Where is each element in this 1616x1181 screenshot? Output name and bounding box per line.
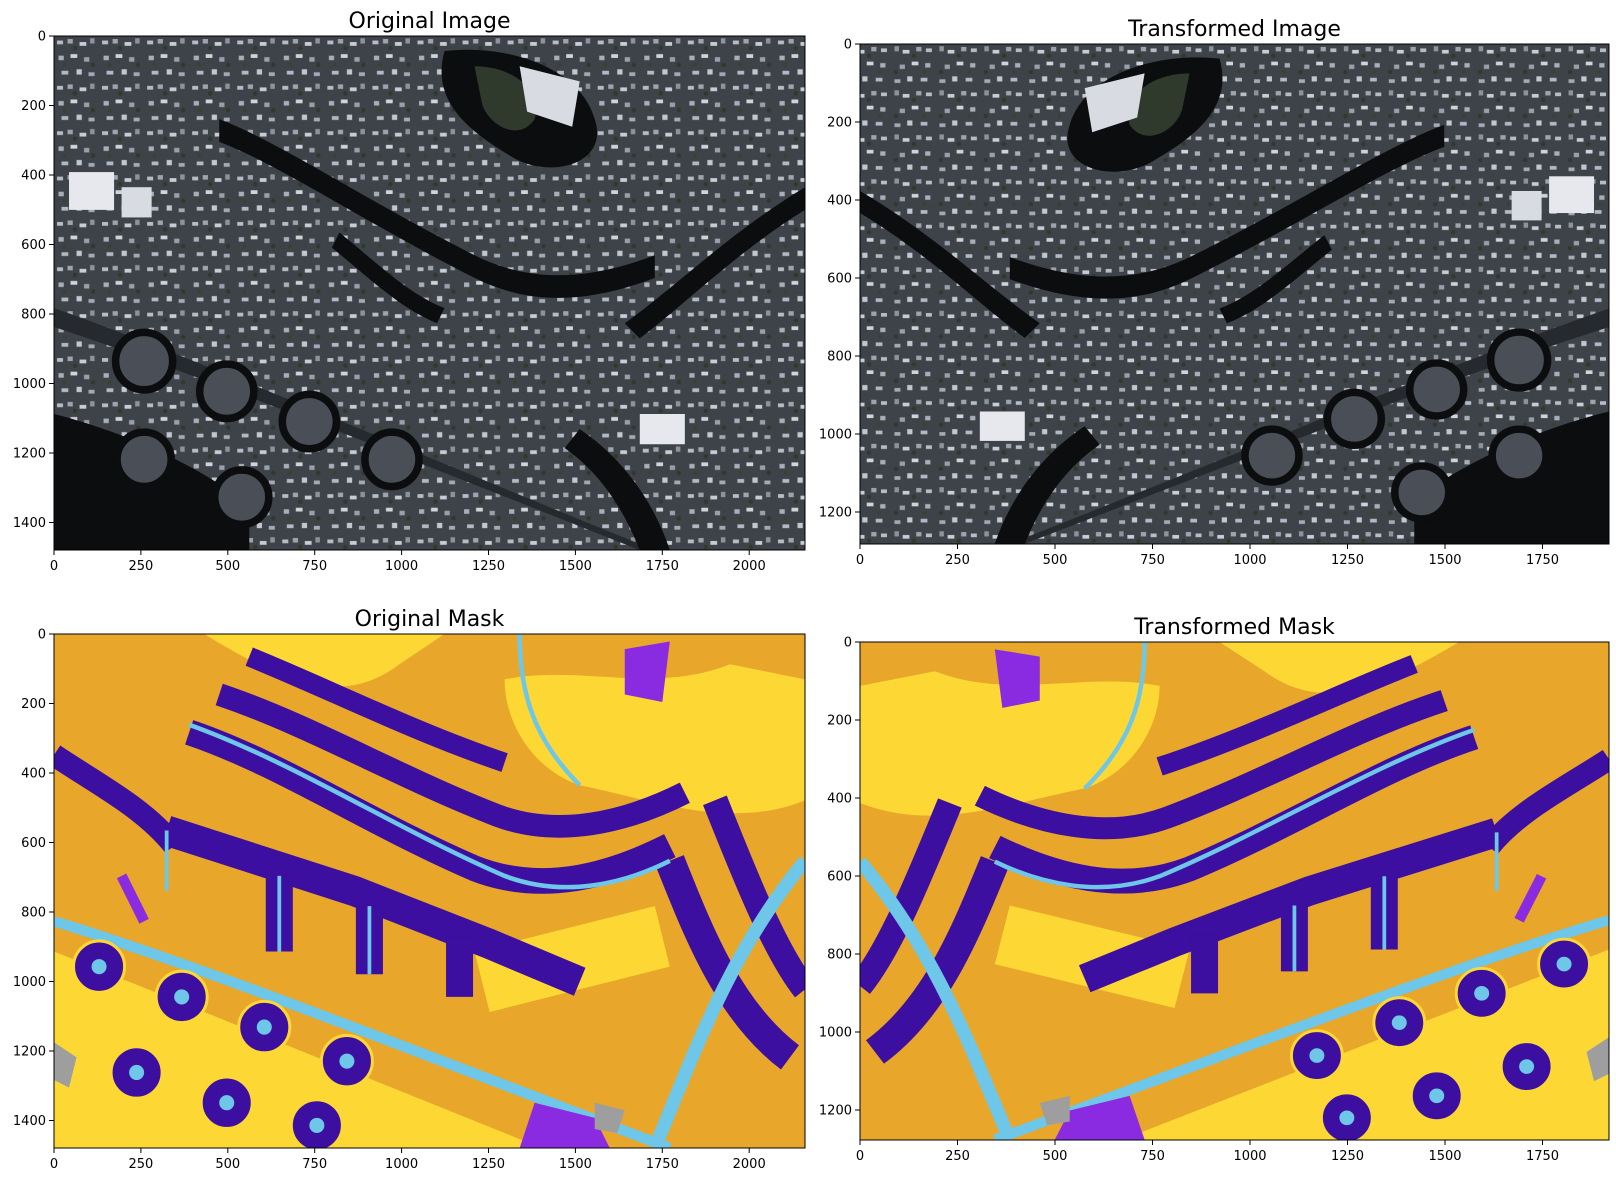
x-axis: 0 250 500 750 1000 1250 1500 1750 bbox=[856, 1140, 1559, 1164]
y-tick-label: 1000 bbox=[819, 428, 852, 443]
panel-title-original-image: Original Image bbox=[349, 9, 511, 34]
axes-frame bbox=[53, 35, 806, 551]
panel-title-original-mask: Original Mask bbox=[355, 607, 505, 632]
x-tick-label: 250 bbox=[945, 1149, 970, 1164]
y-tick-label: 0 bbox=[844, 38, 852, 53]
x-tick-label: 1500 bbox=[1428, 1149, 1461, 1164]
mask-transformed bbox=[860, 642, 1609, 1143]
y-tick-label: 400 bbox=[21, 767, 46, 782]
y-tick-label: 200 bbox=[21, 99, 46, 114]
x-tick-label: 1750 bbox=[646, 1157, 679, 1172]
x-tick-label: 500 bbox=[1043, 1149, 1068, 1164]
y-tick-label: 1200 bbox=[819, 1104, 852, 1119]
x-tick-label: 500 bbox=[1043, 553, 1068, 568]
image-transformed bbox=[860, 44, 1609, 544]
y-tick-label: 400 bbox=[827, 194, 852, 209]
panel-original-image: Original Image 0 250 500 750 1000 1250 1500 175… bbox=[13, 9, 806, 574]
y-tick-label: 800 bbox=[21, 906, 46, 921]
y-tick-label: 1200 bbox=[13, 447, 46, 462]
y-tick-label: 800 bbox=[827, 350, 852, 365]
x-axis: 0 250 500 750 1000 1250 1500 1750 bbox=[856, 544, 1559, 568]
y-tick-label: 200 bbox=[827, 116, 852, 131]
x-tick-label: 750 bbox=[302, 559, 327, 574]
y-axis: 0 200 400 600 800 1000 1200 bbox=[819, 636, 860, 1119]
x-tick-label: 1250 bbox=[472, 559, 505, 574]
x-tick-label: 750 bbox=[1140, 553, 1165, 568]
x-axis: 0 250 500 750 1000 1250 1500 1750 2000 bbox=[50, 550, 766, 574]
y-tick-label: 1000 bbox=[13, 377, 46, 392]
x-axis: 0 250 500 750 1000 1250 1500 1750 2000 bbox=[50, 1148, 766, 1172]
y-tick-label: 1000 bbox=[13, 975, 46, 990]
y-tick-label: 600 bbox=[827, 272, 852, 287]
x-tick-label: 0 bbox=[50, 1157, 58, 1172]
image-original bbox=[54, 36, 805, 550]
x-tick-label: 1000 bbox=[385, 1157, 418, 1172]
x-tick-label: 750 bbox=[302, 1157, 327, 1172]
y-tick-label: 0 bbox=[844, 636, 852, 651]
y-tick-label: 1000 bbox=[819, 1026, 852, 1041]
y-tick-label: 400 bbox=[21, 169, 46, 184]
x-tick-label: 2000 bbox=[733, 1157, 766, 1172]
x-tick-label: 250 bbox=[945, 553, 970, 568]
x-tick-label: 750 bbox=[1140, 1149, 1165, 1164]
x-tick-label: 0 bbox=[856, 1149, 864, 1164]
y-axis: 0 200 400 600 800 1000 1200 bbox=[819, 38, 860, 521]
x-tick-label: 2000 bbox=[733, 559, 766, 574]
y-tick-label: 400 bbox=[827, 792, 852, 807]
x-tick-label: 1250 bbox=[1331, 553, 1364, 568]
y-tick-label: 0 bbox=[38, 30, 46, 45]
panel-title-transformed-mask: Transformed Mask bbox=[1133, 615, 1335, 640]
x-tick-label: 1750 bbox=[1526, 1149, 1559, 1164]
x-tick-label: 500 bbox=[215, 559, 240, 574]
mask-original bbox=[54, 634, 805, 1151]
y-tick-label: 600 bbox=[827, 870, 852, 885]
x-tick-label: 250 bbox=[128, 559, 153, 574]
y-tick-label: 1400 bbox=[13, 516, 46, 531]
y-tick-label: 600 bbox=[21, 836, 46, 851]
panel-transformed-mask: Transformed Mask 0 250 500 750 1000 1250 1500 1… bbox=[819, 615, 1610, 1164]
x-tick-label: 1000 bbox=[1233, 553, 1266, 568]
x-tick-label: 1750 bbox=[1526, 553, 1559, 568]
y-tick-label: 1200 bbox=[13, 1045, 46, 1060]
y-tick-label: 600 bbox=[21, 238, 46, 253]
y-tick-label: 200 bbox=[21, 697, 46, 712]
panel-original-mask: Original Mask 0 250 500 750 1000 1250 1500 1750… bbox=[13, 607, 806, 1172]
x-tick-label: 1000 bbox=[385, 559, 418, 574]
axes-frame bbox=[53, 633, 806, 1149]
y-tick-label: 800 bbox=[21, 308, 46, 323]
x-tick-label: 0 bbox=[856, 553, 864, 568]
y-axis: 0 200 400 600 800 1000 1200 1400 bbox=[13, 30, 54, 531]
x-tick-label: 1500 bbox=[1428, 553, 1461, 568]
axes-frame bbox=[859, 43, 1610, 545]
x-tick-label: 250 bbox=[128, 1157, 153, 1172]
y-tick-label: 200 bbox=[827, 714, 852, 729]
x-tick-label: 1000 bbox=[1233, 1149, 1266, 1164]
y-tick-label: 800 bbox=[827, 948, 852, 963]
x-tick-label: 1750 bbox=[646, 559, 679, 574]
x-tick-label: 1500 bbox=[559, 559, 592, 574]
x-tick-label: 0 bbox=[50, 559, 58, 574]
y-tick-label: 0 bbox=[38, 628, 46, 643]
y-axis: 0 200 400 600 800 1000 1200 1400 bbox=[13, 628, 54, 1129]
x-tick-label: 1500 bbox=[559, 1157, 592, 1172]
y-tick-label: 1400 bbox=[13, 1114, 46, 1129]
panel-transformed-image: Transformed Image 0 250 500 750 1000 1250 1500… bbox=[819, 17, 1610, 568]
x-tick-label: 500 bbox=[215, 1157, 240, 1172]
panel-title-transformed-image: Transformed Image bbox=[1127, 17, 1341, 42]
axes-frame bbox=[859, 641, 1610, 1141]
y-tick-label: 1200 bbox=[819, 506, 852, 521]
x-tick-label: 1250 bbox=[472, 1157, 505, 1172]
x-tick-label: 1250 bbox=[1331, 1149, 1364, 1164]
